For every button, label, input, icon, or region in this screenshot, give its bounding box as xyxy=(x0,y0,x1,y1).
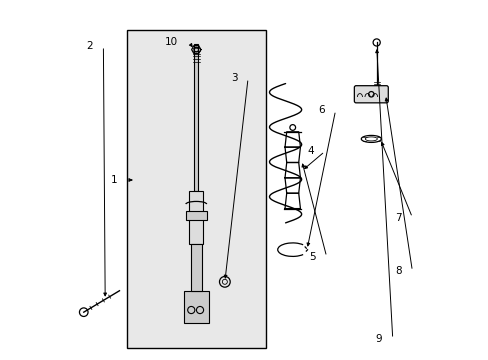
FancyBboxPatch shape xyxy=(194,44,198,191)
FancyBboxPatch shape xyxy=(183,291,208,323)
FancyBboxPatch shape xyxy=(189,191,203,244)
Text: 10: 10 xyxy=(165,37,178,48)
Circle shape xyxy=(80,308,88,316)
Text: 3: 3 xyxy=(230,73,237,83)
Text: 6: 6 xyxy=(318,105,324,115)
Text: 8: 8 xyxy=(394,266,401,276)
Text: 9: 9 xyxy=(375,334,381,344)
FancyBboxPatch shape xyxy=(185,211,206,220)
FancyBboxPatch shape xyxy=(126,30,265,348)
Text: 2: 2 xyxy=(86,41,93,51)
Text: 1: 1 xyxy=(111,175,118,185)
Text: 5: 5 xyxy=(309,252,315,262)
FancyBboxPatch shape xyxy=(190,244,201,291)
Text: 7: 7 xyxy=(394,212,401,222)
Circle shape xyxy=(372,39,380,46)
Text: 4: 4 xyxy=(307,147,313,157)
FancyBboxPatch shape xyxy=(354,86,387,103)
